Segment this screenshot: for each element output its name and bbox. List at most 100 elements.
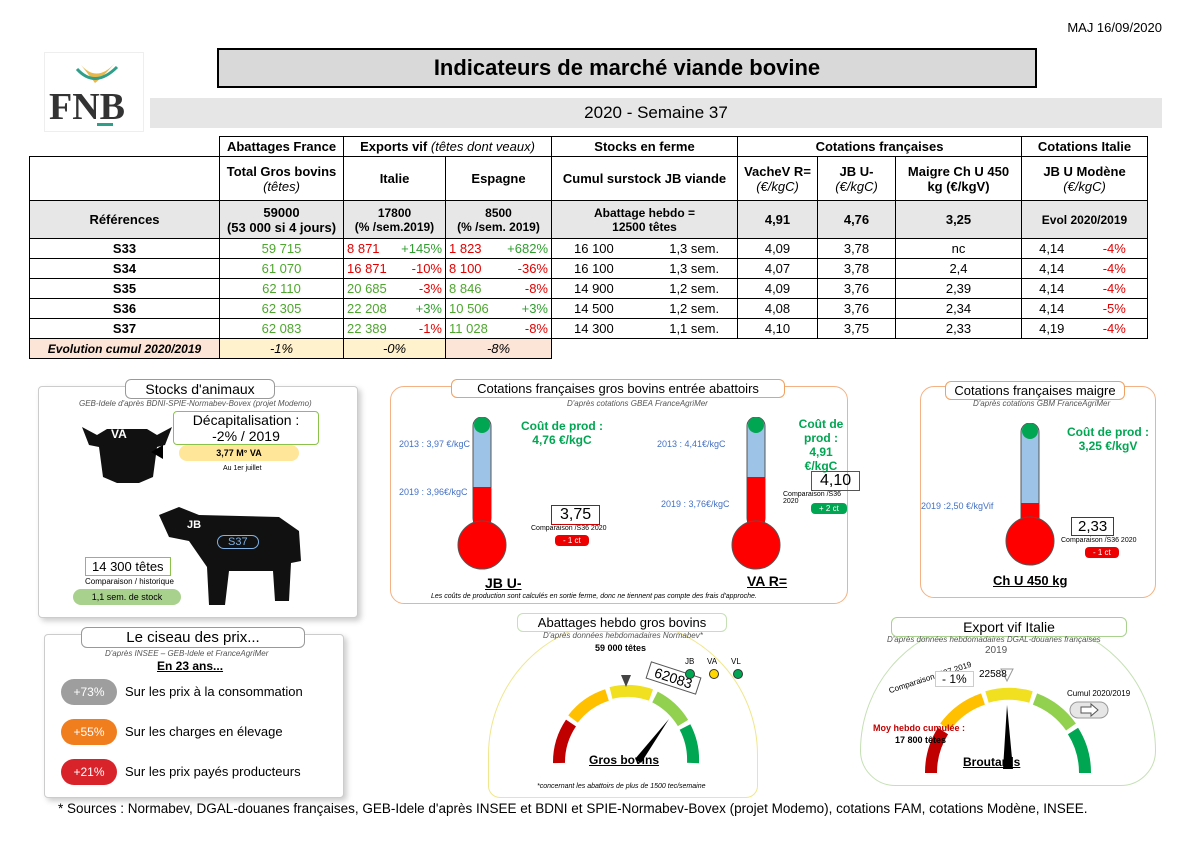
italie-cell: 8 871 +145% — [343, 238, 446, 259]
modene-cell: 4,19 — [1021, 318, 1082, 339]
abattages-gauge-icon — [552, 675, 700, 764]
legend-jb: JB — [685, 657, 695, 666]
sources-footnote: * Sources : Normabev, DGAL-douanes franç… — [58, 801, 1088, 816]
cow-icon — [82, 427, 172, 483]
ref-modene: Evol 2020/2019 — [1021, 200, 1148, 239]
col-italie: Italie — [343, 156, 446, 201]
legend-vl: VL — [731, 657, 741, 666]
va-comp: Comparaison /S36 2020 — [783, 491, 841, 505]
vache-cell: 4,10 — [737, 318, 818, 339]
group-exports: Exports vif (têtes dont veaux) — [343, 136, 552, 157]
maigre-panel: Cotations françaises maigre D'après cota… — [920, 381, 1156, 598]
maigre-source: D'après cotations GBM FranceAgriMer — [973, 399, 1111, 408]
jb-label: JB — [187, 519, 202, 531]
group-cotations-fr: Cotations françaises — [737, 136, 1022, 157]
evo-label: Evolution cumul 2020/2019 — [29, 338, 220, 359]
modene-pct-cell: -5% — [1081, 298, 1148, 319]
ref-espagne: 8500 (% /sem. 2019) — [445, 200, 552, 239]
table-row: S36 62 305 22 208 +3% 10 506 +3% 14 500 1,… — [29, 298, 1148, 319]
abattages-cell: 62 305 — [219, 298, 344, 319]
evo-abattages: -1% — [219, 338, 344, 359]
modene-cell: 4,14 — [1021, 238, 1082, 259]
stocks-panel: Stocks d'animaux GEB-Idele d'après BDNI-… — [38, 379, 358, 618]
abattages-ref: 59 000 têtes — [595, 643, 647, 653]
week-label: S37 — [29, 318, 220, 339]
maigre-comp: Comparaison /S36 2020 — [1061, 537, 1137, 544]
evo-italie: -0% — [343, 338, 446, 359]
espagne-cell: 10 506 +3% — [445, 298, 552, 319]
sem-cell: 1,2 sem. — [651, 298, 739, 319]
bull-icon — [159, 507, 301, 605]
va-delta: + 2 ct — [811, 503, 847, 514]
modene-cell: 4,14 — [1021, 258, 1082, 279]
export-panel: Export vif Italie D'après données hebdom… — [860, 617, 1156, 786]
stock-cell: 14 300 — [551, 318, 652, 339]
va-2019: 2019 : 3,76€/kgC — [661, 499, 730, 509]
sem-cell: 1,1 sem. — [651, 318, 739, 339]
fnb-logo: FNB — [44, 52, 144, 132]
va-cout: Coût de prod :4,91 €/kgC — [798, 417, 844, 473]
export-source: D'après données hebdomadaires DGAL-douan… — [887, 635, 1101, 644]
stock-sem: 1,1 sem. de stock — [73, 589, 181, 605]
export-value: 22588 — [979, 669, 1007, 680]
page-title: Indicateurs de marché viande bovine — [217, 48, 1037, 88]
thermometer-maigre-icon — [1005, 423, 1055, 566]
maigre-delta: - 1 ct — [1085, 547, 1119, 558]
col-jbu: JB U- (€/kgC) — [817, 156, 896, 201]
col-espagne: Espagne — [445, 156, 552, 201]
abattages-panel: Abattages hebdo gros bovins D'après donn… — [488, 613, 758, 798]
stock-tetes: 14 300 têtes — [85, 557, 171, 576]
stock-cell: 16 100 — [551, 258, 652, 279]
ref-jbu: 4,76 — [817, 200, 896, 239]
espagne-cell: 8 100 -36% — [445, 258, 552, 279]
export-pct: - 1% — [935, 671, 974, 687]
group-stocks: Stocks en ferme — [551, 136, 738, 157]
abattages-cell: 61 070 — [219, 258, 344, 279]
espagne-cell: 1 823 +682% — [445, 238, 552, 259]
va-value: 4,10 — [811, 471, 861, 491]
maigre-2019: 2019 :2,50 €/kgVif — [921, 501, 994, 511]
vache-cell: 4,07 — [737, 258, 818, 279]
ciseau-pill: +73% — [61, 679, 117, 705]
italie-cell: 22 208 +3% — [343, 298, 446, 319]
evo-espagne: -8% — [445, 338, 552, 359]
modene-pct-cell: -4% — [1081, 278, 1148, 299]
va-name: VA R= — [747, 573, 788, 589]
sem-cell: 1,3 sem. — [651, 258, 739, 279]
ref-label: Références — [29, 200, 220, 239]
modene-pct-cell: -4% — [1081, 238, 1148, 259]
va-value: 3,77 M° VA — [179, 445, 299, 461]
week-label: S33 — [29, 238, 220, 259]
export-gauge-icon — [924, 668, 1092, 774]
group-abattages: Abattages France — [219, 136, 344, 157]
update-date: MAJ 16/09/2020 — [1067, 20, 1162, 35]
sem-cell: 1,3 sem. — [651, 238, 739, 259]
stock-comp: Comparaison / historique — [85, 577, 174, 586]
vache-cell: 4,08 — [737, 298, 818, 319]
cotations-note: Les coûts de production sont calculés en… — [431, 593, 757, 600]
modene-cell: 4,14 — [1021, 298, 1082, 319]
sem-cell: 1,2 sem. — [651, 278, 739, 299]
ciseau-text: Sur les charges en élevage — [125, 724, 283, 739]
thermometer-jb-icon — [457, 417, 507, 570]
maigre-cell: 2,39 — [895, 278, 1022, 299]
stock-cell: 14 900 — [551, 278, 652, 299]
table-row: S35 62 110 20 685 -3% 8 846 -8% 14 900 1,2… — [29, 278, 1148, 299]
s37-label: S37 — [217, 535, 259, 549]
va-dot — [709, 669, 719, 679]
table-row: S37 62 083 22 389 -1% 11 028 -8% 14 300 1,… — [29, 318, 1148, 339]
espagne-cell: 11 028 -8% — [445, 318, 552, 339]
ciseau-text: Sur les prix à la consommation — [125, 684, 303, 699]
week-label: S36 — [29, 298, 220, 319]
col-cumul: Cumul surstock JB viande — [551, 156, 738, 201]
fnb-logo-icon: FNB — [49, 63, 125, 128]
jb-cout: Coût de prod :4,76 €/kgC — [521, 419, 603, 447]
jbu-cell: 3,76 — [817, 278, 896, 299]
arrow-right-icon — [1069, 701, 1109, 719]
stocks-title: Stocks d'animaux — [125, 379, 275, 399]
jb-2019: 2019 : 3,96€/kgC — [399, 487, 468, 497]
jbu-cell: 3,76 — [817, 298, 896, 319]
va-date: Au 1er juillet — [223, 465, 262, 472]
jb-name: JB U- — [485, 575, 522, 591]
col-maigre: Maigre Ch U 450 kg (€/kgV) — [895, 156, 1022, 201]
